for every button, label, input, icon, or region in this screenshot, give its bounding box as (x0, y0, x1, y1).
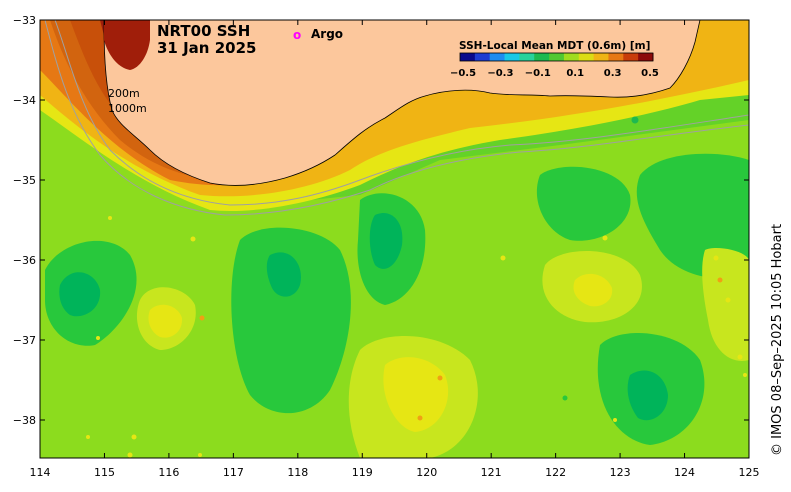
argo-float[interactable] (127, 452, 133, 458)
map-title-date: 31 Jan 2025 (157, 39, 256, 57)
argo-float[interactable] (283, 258, 289, 264)
y-tick-label: −35 (13, 174, 36, 187)
ssh-field (40, 20, 749, 458)
x-tick-label: 114 (30, 466, 51, 479)
plot-frame (39, 19, 750, 459)
contour-1000m-label: 1000m (108, 102, 147, 115)
colorbar-swatch (504, 53, 520, 61)
colorbar-swatch (578, 53, 595, 61)
contour-200m-label: 200m (108, 87, 140, 100)
map-title-line1: NRT00 SSH (157, 22, 250, 40)
x-tick-label: 120 (416, 466, 437, 479)
x-tick-label: 125 (739, 466, 760, 479)
argo-legend-marker: o (293, 28, 301, 42)
x-tick-label: 124 (674, 466, 695, 479)
argo-float[interactable] (103, 256, 107, 260)
x-tick-label: 123 (610, 466, 631, 479)
ssh-eddy-north-core (369, 213, 403, 269)
argo-float[interactable] (131, 434, 137, 440)
y-tick-label: −37 (13, 334, 36, 347)
argo-float[interactable] (198, 453, 202, 457)
contour-1000m (44, 20, 749, 216)
argo-float[interactable] (602, 235, 608, 241)
colorbar-swatch (593, 53, 609, 61)
x-tick-label: 122 (545, 466, 566, 479)
argo-float[interactable] (613, 418, 617, 422)
colorbar-swatch (563, 53, 580, 61)
imos-credit: © IMOS 08–Sep–2025 10:05 Hobart (770, 224, 785, 456)
x-tick-label: 119 (352, 466, 373, 479)
ssh-high-far-east (702, 248, 749, 361)
argo-float[interactable] (417, 415, 423, 421)
ssh-high-south-core (383, 357, 449, 432)
contour-200m (54, 20, 749, 206)
argo-float[interactable] (96, 336, 100, 340)
argo-legend-label: Argo (311, 27, 343, 41)
colorbar-tick-label: 0.5 (641, 68, 659, 79)
argo-float[interactable] (437, 375, 443, 381)
argo-float[interactable] (500, 255, 506, 261)
colorbar-swatch (519, 53, 535, 61)
x-axis: 114 115 116 117 118 119 120 121 122 123 124 125 (30, 20, 760, 479)
colorbar-swatch (534, 53, 550, 61)
colorbar-swatch (489, 53, 506, 61)
y-axis: −33 −34 −35 −36 −37 −38 (13, 14, 749, 427)
colorbar-frame (459, 52, 654, 62)
ssh-eddy-northeast (636, 153, 749, 279)
argo-float[interactable] (725, 297, 731, 303)
colorbar-swatch (549, 53, 565, 61)
colorbar-title: SSH-Local Mean MDT (0.6m) [m] (459, 40, 650, 52)
colorbar-tick-label: −0.1 (525, 68, 551, 79)
x-tick-label: 118 (287, 466, 308, 479)
ssh-eddy-southeast-core (627, 370, 668, 421)
colorbar-tick-label: 0.1 (566, 68, 584, 79)
colorbar-swatch (460, 53, 476, 61)
ssh-eddy-east (536, 166, 631, 241)
colorbar-tick-label: −0.3 (487, 68, 513, 79)
argo-float[interactable] (743, 373, 747, 377)
y-tick-label: −33 (13, 14, 36, 27)
argo-float[interactable] (717, 277, 723, 283)
x-tick-label: 115 (94, 466, 115, 479)
ssh-eddy-west-core (59, 272, 101, 317)
argo-float[interactable] (737, 354, 743, 360)
argo-float[interactable] (713, 255, 719, 261)
y-tick-label: −34 (13, 94, 36, 107)
argo-floats (86, 116, 747, 458)
y-tick-label: −38 (13, 414, 36, 427)
ssh-high-west-core (148, 304, 183, 338)
colorbar-swatch (623, 53, 639, 61)
argo-float[interactable] (562, 395, 568, 401)
argo-float[interactable] (631, 116, 639, 124)
x-tick-label: 117 (223, 466, 244, 479)
x-tick-label: 121 (481, 466, 502, 479)
colorbar-swatch (638, 53, 654, 61)
argo-float[interactable] (108, 216, 112, 220)
y-tick-label: −36 (13, 254, 36, 267)
colorbar (459, 52, 654, 62)
colorbar-tick-label: 0.3 (604, 68, 622, 79)
colorbar-swatch (608, 53, 624, 61)
argo-float[interactable] (86, 435, 90, 439)
argo-float[interactable] (199, 315, 205, 321)
colorbar-swatch (474, 53, 491, 61)
ssh-eddy-central (231, 227, 351, 414)
ssh-high-east-core (573, 273, 613, 307)
colorbar-tick-label: −0.5 (450, 68, 476, 79)
ssh-eddy-central-core (266, 252, 301, 297)
colorbar-ticks: −0.5 −0.3 −0.1 0.1 0.3 0.5 (450, 68, 659, 79)
ssh-red-high (104, 20, 150, 70)
x-tick-label: 116 (158, 466, 179, 479)
argo-float[interactable] (190, 236, 196, 242)
